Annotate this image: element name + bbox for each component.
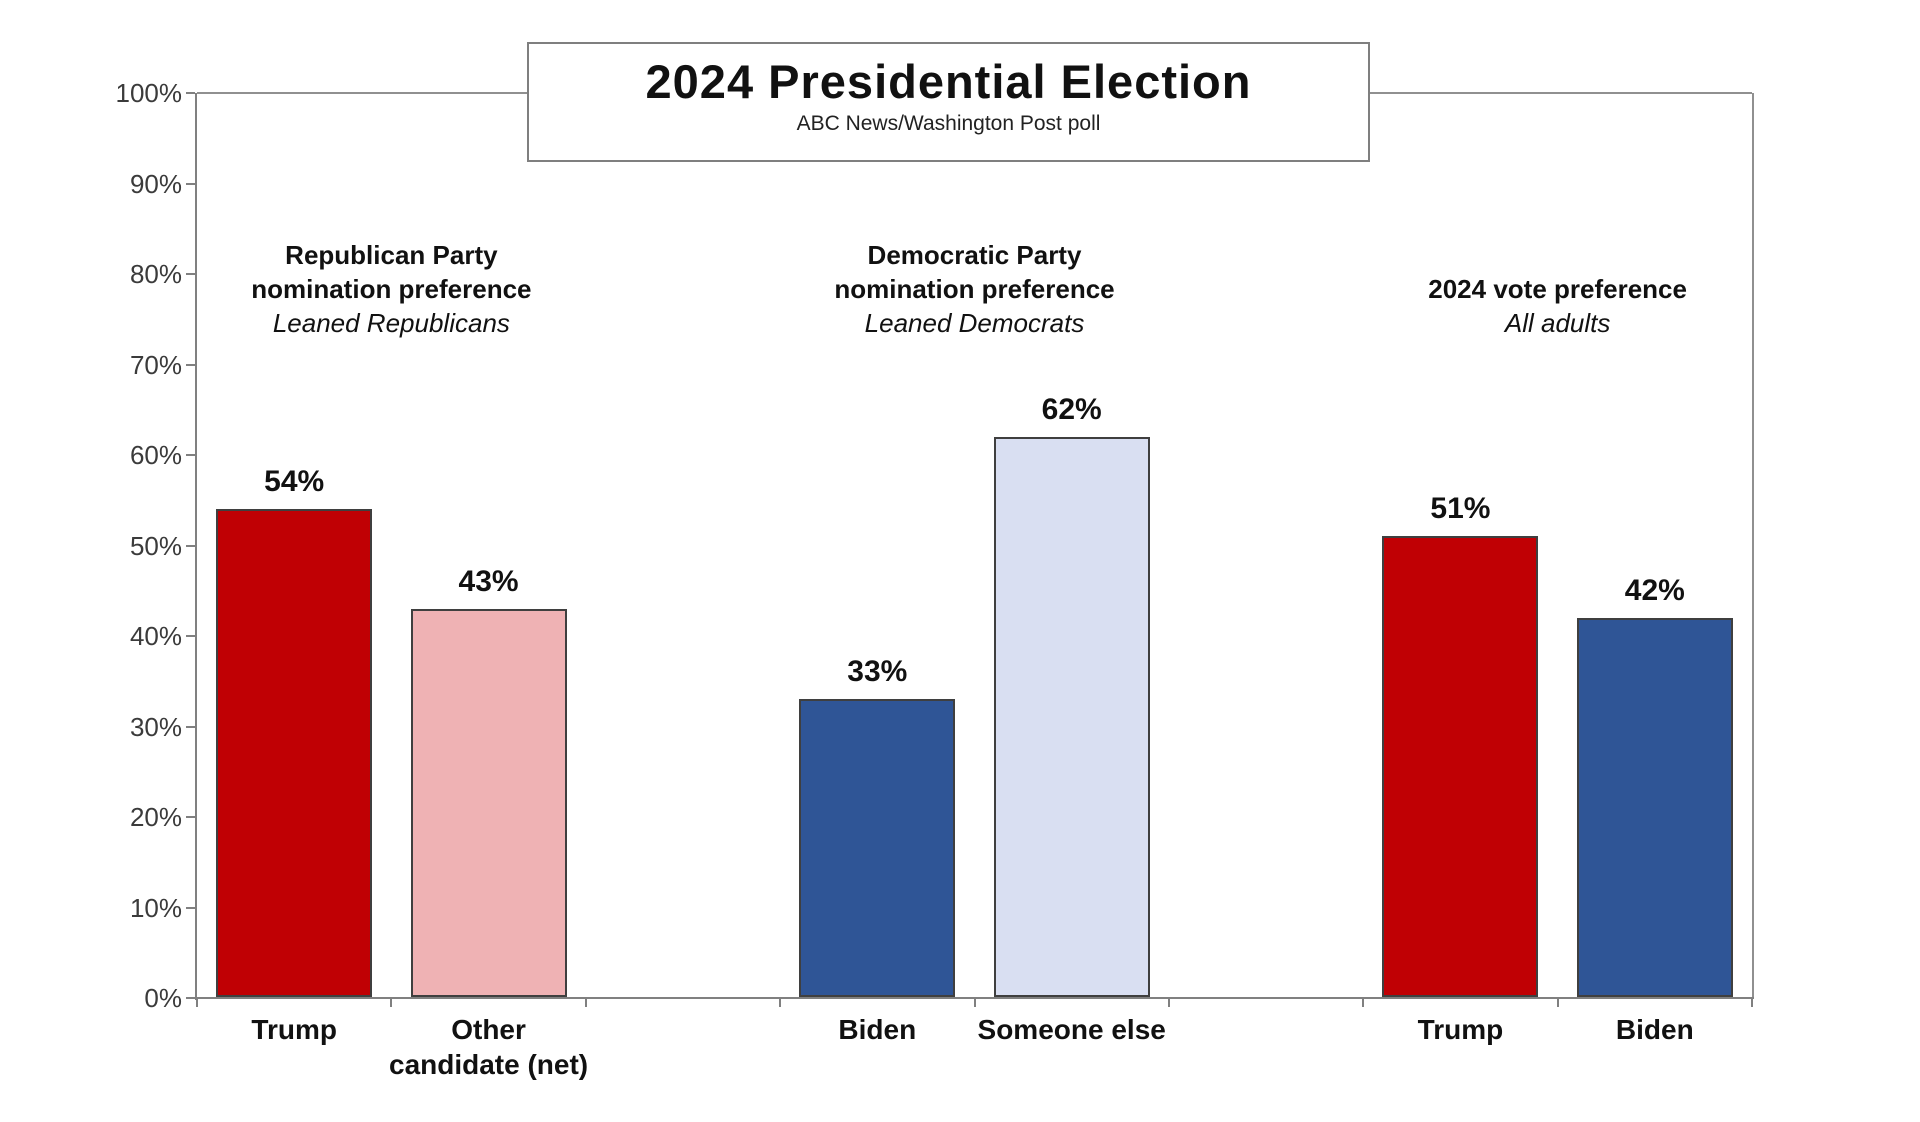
bar-value-label: 54% xyxy=(264,465,325,499)
bar-other-candidate-net- xyxy=(410,608,567,997)
y-axis-label: 100% xyxy=(115,78,183,108)
x-axis-tick xyxy=(779,998,782,1007)
x-category-label: Other candidate (net) xyxy=(389,1012,588,1082)
y-axis-tick xyxy=(186,92,195,94)
x-category-label: Someone else xyxy=(978,1012,1166,1047)
x-axis-tick xyxy=(1167,998,1170,1007)
group-header-line: Democratic Party xyxy=(867,240,1082,270)
bar-biden xyxy=(799,699,956,997)
x-category-label-line: Biden xyxy=(838,1014,917,1045)
bar-value-label: 62% xyxy=(1041,392,1102,426)
y-axis-tick xyxy=(186,997,195,999)
y-axis-tick xyxy=(186,906,195,909)
x-category-label: Trump xyxy=(251,1012,337,1047)
y-axis-tick xyxy=(186,363,195,366)
group-header-note: Leaned Democrats xyxy=(864,308,1085,338)
bar-trump xyxy=(216,509,373,997)
chart-subtitle: ABC News/Washington Post poll xyxy=(796,112,1101,135)
y-axis-line xyxy=(195,93,197,1000)
bar-value-label: 33% xyxy=(847,655,908,689)
group-header: Democratic Party nomination preference Lea… xyxy=(834,238,1114,340)
right-frame-line xyxy=(1752,93,1754,998)
x-axis-tick xyxy=(973,998,976,1007)
x-category-label: Biden xyxy=(838,1012,916,1047)
x-axis-tick xyxy=(1362,998,1365,1007)
x-category-label-line: Biden xyxy=(1615,1014,1694,1045)
x-category-label: Biden xyxy=(1616,1012,1694,1047)
x-axis-tick xyxy=(1556,998,1559,1007)
group-header-line: 2024 vote preference xyxy=(1428,274,1687,304)
x-category-label-line: Trump xyxy=(1417,1014,1504,1045)
bar-value-label: 43% xyxy=(458,564,519,598)
bar-biden xyxy=(1576,617,1733,997)
y-axis-label: 40% xyxy=(129,621,182,651)
x-category-label-line: candidate (net) xyxy=(388,1049,589,1080)
y-axis-label: 10% xyxy=(129,892,182,923)
bar-value-label: 51% xyxy=(1430,492,1491,526)
x-axis-tick xyxy=(1751,998,1753,1007)
y-axis-tick xyxy=(186,544,195,547)
y-axis-tick xyxy=(186,182,195,185)
y-axis-label: 30% xyxy=(129,711,182,742)
x-category-label-line: Other xyxy=(451,1014,526,1045)
y-axis-tick xyxy=(186,635,195,637)
x-axis-tick xyxy=(390,998,393,1007)
y-axis-label: 50% xyxy=(129,530,182,561)
y-axis-label: 20% xyxy=(129,802,182,832)
group-header-note: All adults xyxy=(1504,308,1611,338)
group-header: Republican Party nomination preference Lea… xyxy=(251,238,531,340)
group-header-note: Leaned Republicans xyxy=(272,308,510,338)
y-axis-tick xyxy=(186,273,195,275)
y-axis-tick xyxy=(186,725,195,728)
chart-title: 2024 Presidential Election xyxy=(645,55,1252,108)
y-axis-tick xyxy=(186,816,195,818)
y-axis-label: 80% xyxy=(129,259,182,289)
x-category-label-line: Trump xyxy=(251,1014,337,1045)
group-header-line: nomination preference xyxy=(834,274,1115,304)
group-header-line: nomination preference xyxy=(251,274,532,304)
bar-someone-else xyxy=(993,436,1150,997)
y-axis-label: 70% xyxy=(129,349,182,380)
y-axis-label: 60% xyxy=(129,440,182,470)
y-axis-tick xyxy=(186,454,195,456)
y-axis-label: 0% xyxy=(144,983,182,1013)
group-header: 2024 vote preference All adults xyxy=(1428,272,1687,340)
x-axis-tick xyxy=(196,998,198,1007)
x-category-label: Trump xyxy=(1418,1012,1504,1047)
chart-title-box: 2024 Presidential Election ABC News/Wash… xyxy=(527,42,1370,162)
x-axis-tick xyxy=(584,998,587,1007)
y-axis-label: 90% xyxy=(129,168,182,199)
bar-trump xyxy=(1382,536,1539,997)
bar-value-label: 42% xyxy=(1624,573,1685,607)
group-header-line: Republican Party xyxy=(285,240,498,270)
x-category-label-line: Someone else xyxy=(977,1014,1166,1045)
